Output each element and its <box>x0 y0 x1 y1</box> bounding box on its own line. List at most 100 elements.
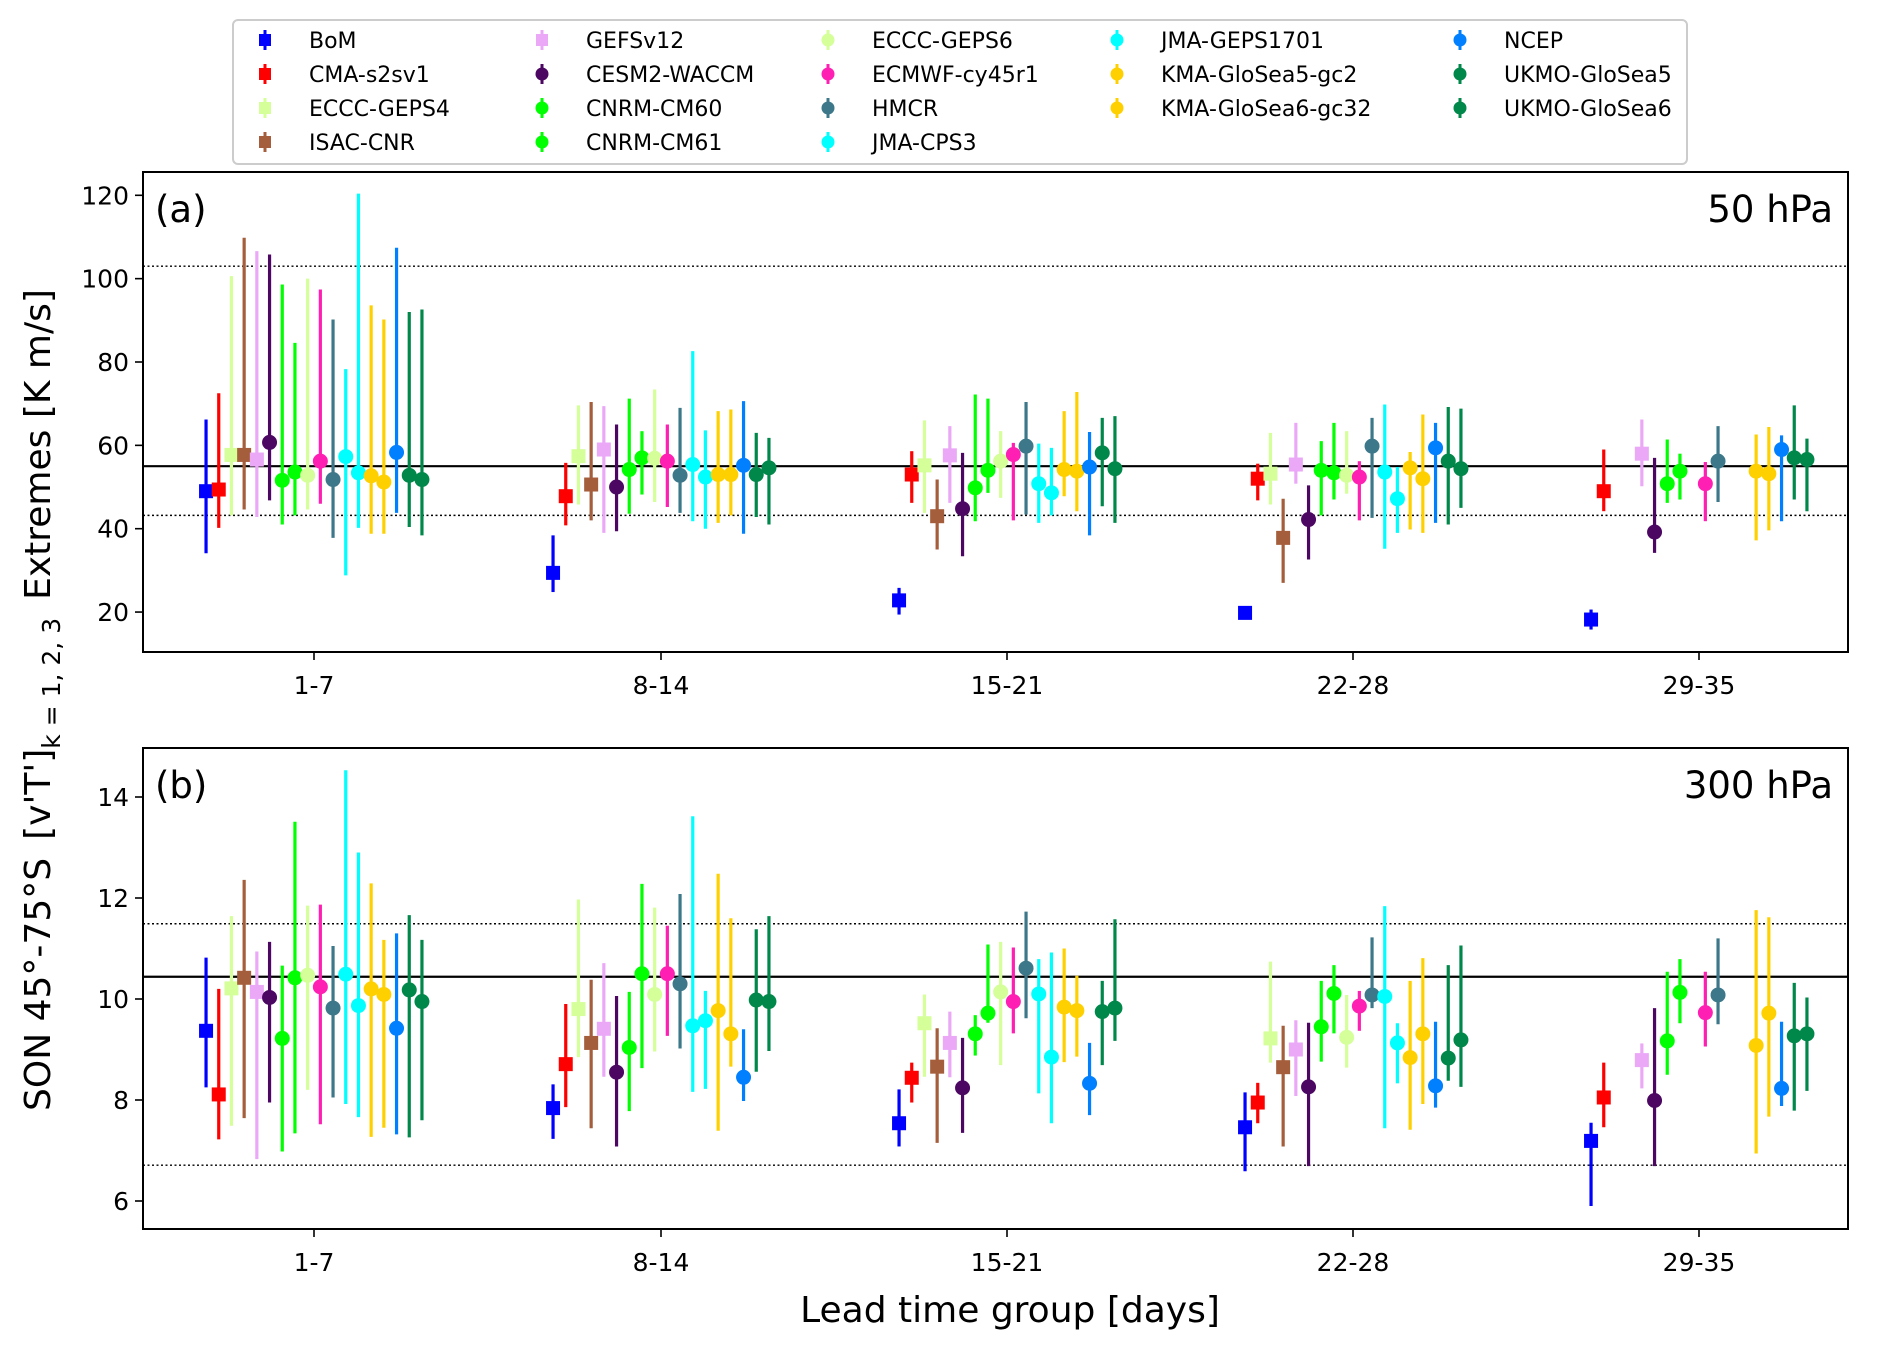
legend-label: GEFSv12 <box>586 29 684 54</box>
data-point <box>1428 440 1444 456</box>
legend-label: BoM <box>309 29 357 54</box>
legend-circle-marker-icon <box>1453 101 1467 115</box>
data-point <box>1672 463 1688 479</box>
series-hmcr <box>325 319 1726 538</box>
data-point <box>1018 960 1034 976</box>
series-ukmo-glosea6 <box>414 309 1815 536</box>
data-point <box>942 448 957 463</box>
y-tick-label: 40 <box>97 515 129 544</box>
series-eccc-geps4 <box>224 899 1278 1126</box>
x-tick-label: 29-35 <box>1663 1248 1736 1277</box>
series-isac-cnr <box>237 879 1291 1147</box>
data-point <box>736 457 752 473</box>
data-point <box>287 970 303 986</box>
series-gefsv12 <box>249 251 1649 533</box>
data-point <box>596 1021 611 1036</box>
data-point <box>1584 1133 1599 1148</box>
series-jma-geps1701 <box>350 852 1405 1124</box>
data-point <box>1364 987 1380 1003</box>
data-point <box>1799 452 1815 468</box>
legend-label: CMA-s2sv1 <box>309 63 430 88</box>
data-point <box>955 501 971 517</box>
legend-label: UKMO-GloSea6 <box>1504 97 1672 122</box>
legend-label: KMA-GloSea5-gc2 <box>1161 63 1357 88</box>
data-point <box>1043 485 1059 501</box>
legend-circle-marker-icon <box>1453 67 1467 81</box>
data-point <box>414 472 430 488</box>
y-tick-label: 20 <box>97 598 129 627</box>
legend-label: CESM2-WACCM <box>586 63 754 88</box>
data-point <box>1596 1090 1611 1105</box>
series-ukmo-glosea5 <box>401 915 1802 1138</box>
y-tick-label: 12 <box>97 884 129 913</box>
data-point <box>325 472 341 488</box>
series-cma-s2sv1 <box>211 988 1611 1140</box>
y-tick-label: 60 <box>97 431 129 460</box>
legend-circle-marker-icon <box>1110 101 1124 115</box>
data-point <box>1276 1060 1291 1075</box>
panel-a-frame <box>142 171 1849 653</box>
data-point <box>748 467 764 483</box>
data-point <box>414 994 430 1010</box>
legend-label: ECCC-GEPS6 <box>872 29 1013 54</box>
data-point <box>224 981 239 996</box>
legend-circle-marker-icon <box>1453 33 1467 47</box>
x-tick-label: 8-14 <box>633 671 690 700</box>
data-point <box>1440 1050 1456 1066</box>
data-point <box>274 1030 290 1046</box>
legend-item-eccc-geps6: ECCC-GEPS6 <box>821 29 1013 54</box>
y-tick-label: 120 <box>81 181 129 210</box>
data-point <box>609 1064 625 1080</box>
series-kma-glosea5-gc2 <box>363 873 1764 1154</box>
data-point <box>1056 462 1072 478</box>
panel-b-label: (b) <box>155 764 207 807</box>
legend-circle-marker-icon <box>821 67 835 81</box>
panel-a-label: (a) <box>155 188 207 231</box>
data-point <box>980 462 996 478</box>
data-point <box>1288 457 1303 472</box>
legend-label: JMA-CPS3 <box>870 131 977 156</box>
data-point <box>558 489 573 504</box>
series-bom <box>199 419 1599 630</box>
data-point <box>1043 1049 1059 1065</box>
panel-b-level: 300 hPa <box>1684 764 1833 807</box>
legend-item-bom: BoM <box>259 29 357 54</box>
data-point <box>1094 445 1110 461</box>
data-point <box>1339 467 1355 483</box>
y-tick-label: 6 <box>113 1187 129 1216</box>
data-point <box>1748 463 1764 479</box>
data-point <box>1339 1029 1355 1045</box>
series-isac-cnr <box>237 237 1291 583</box>
data-point <box>1774 1080 1790 1096</box>
legend-circle-marker-icon <box>1110 67 1124 81</box>
data-point <box>685 457 701 473</box>
legend-circle-marker-icon <box>535 135 549 149</box>
data-point <box>1453 1032 1469 1048</box>
data-point <box>287 464 303 480</box>
data-point <box>363 981 379 997</box>
data-point <box>1107 461 1123 477</box>
series-hmcr <box>325 893 1726 1098</box>
legend-label: ISAC-CNR <box>309 131 415 156</box>
data-point <box>930 509 945 524</box>
x-tick-label: 22-28 <box>1317 1248 1390 1277</box>
data-point <box>993 984 1009 1000</box>
legend-label: JMA-GEPS1701 <box>1159 29 1324 54</box>
y-tick-label: 14 <box>97 783 129 812</box>
data-point <box>1238 605 1253 620</box>
data-point <box>1301 1079 1317 1095</box>
series-kma-glosea6-gc32 <box>376 917 1777 1128</box>
data-point <box>389 1020 405 1036</box>
data-point <box>697 469 713 485</box>
data-point <box>262 434 278 450</box>
data-point <box>967 480 983 496</box>
data-point <box>723 1026 739 1042</box>
data-point <box>262 989 278 1005</box>
data-point <box>710 467 726 483</box>
data-point <box>1710 453 1726 469</box>
series-jma-geps1701 <box>350 193 1405 533</box>
data-point <box>1069 1003 1085 1019</box>
data-point <box>1415 471 1431 487</box>
data-point <box>1351 998 1367 1014</box>
data-point <box>1031 986 1047 1002</box>
